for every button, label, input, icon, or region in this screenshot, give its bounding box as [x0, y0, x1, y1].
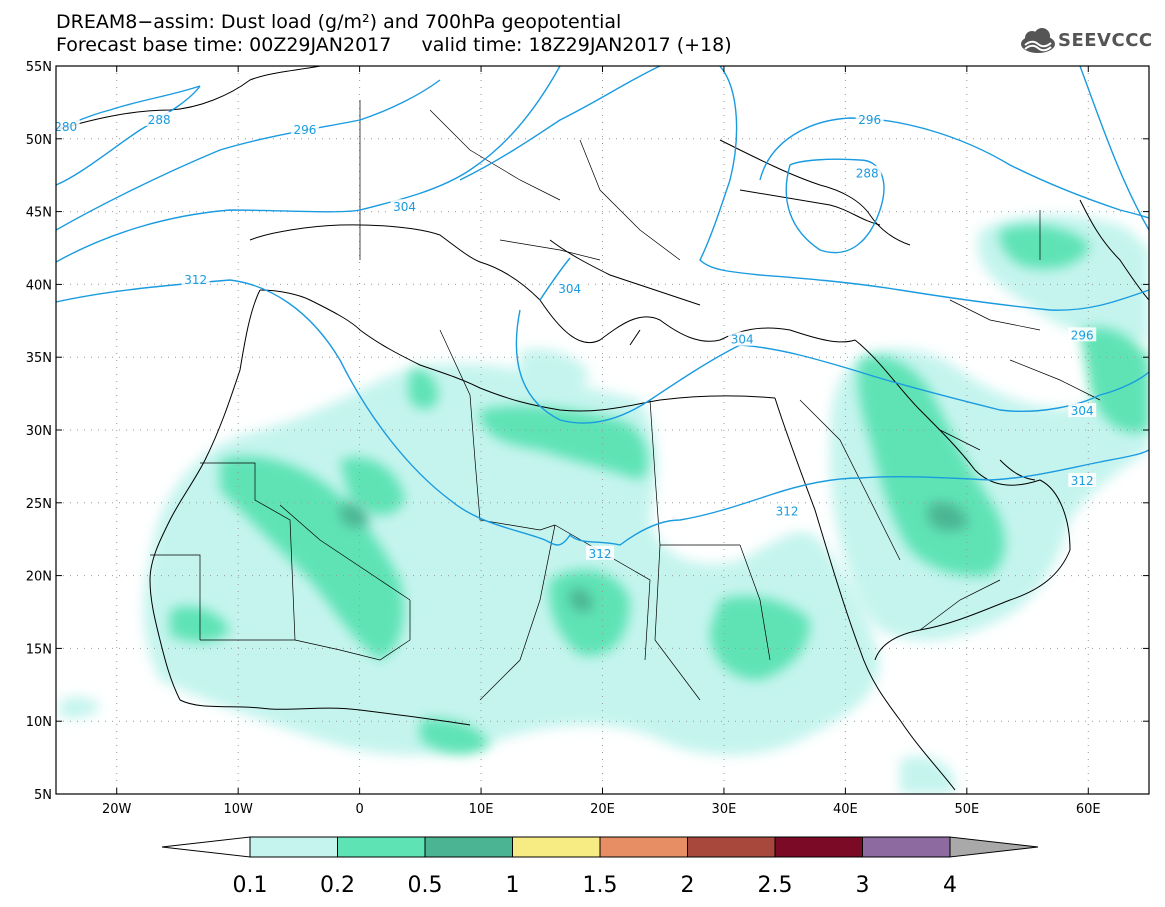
- contour-label-bg: [773, 503, 802, 518]
- contour-label: 312: [589, 547, 612, 561]
- coastlines: [56, 66, 1149, 791]
- lat-tick-label: 30N: [26, 424, 52, 439]
- colorbar-box: [337, 836, 426, 858]
- colorbar-label: 0.1: [233, 873, 268, 898]
- lat-tick-label: 50N: [26, 133, 52, 148]
- geopotential-contours: [56, 66, 1149, 546]
- contour-label: 312: [1071, 474, 1094, 488]
- axis-tick-labels: 20W 10W 0 10E 20E 30E 40E 50E 60E 55N 50N 45N 40N 35N…: [26, 60, 1101, 817]
- lat-tick-label: 25N: [26, 497, 52, 512]
- contour-label: 304: [558, 282, 581, 296]
- colorbar-label: 3: [856, 873, 870, 898]
- contour-label: 280: [54, 120, 77, 134]
- lon-tick-label: 20W: [102, 802, 132, 817]
- lon-tick-label: 10W: [223, 802, 253, 817]
- contour-label-bg: [145, 111, 174, 126]
- contour-label: 288: [856, 167, 879, 181]
- contour-label: 312: [184, 273, 207, 287]
- contour-label: 304: [1071, 404, 1094, 418]
- contour-label: 304: [731, 333, 754, 347]
- lon-tick-label: 20E: [590, 802, 615, 817]
- lon-tick-label: 50E: [954, 802, 979, 817]
- graticule: [56, 66, 1149, 794]
- contour-label: 296: [1071, 328, 1094, 342]
- colorbar-box: [249, 836, 338, 858]
- colorbar-label: 1.5: [583, 873, 618, 898]
- lat-tick-label: 55N: [26, 60, 52, 75]
- colorbar: 0.1 0.2 0.5 1 1.5 2 2.5 3 4: [161, 836, 1039, 898]
- colorbar-under-triangle: [161, 836, 251, 858]
- contour-label-bg: [290, 122, 319, 137]
- lat-tick-label: 15N: [26, 642, 52, 657]
- seevccc-logo: SEEVCCC: [1018, 27, 1158, 57]
- contour-label-bg: [181, 272, 210, 287]
- contour-label-bg: [853, 165, 882, 180]
- lat-tick-label: 35N: [26, 351, 52, 366]
- axis-ticks: [56, 65, 1149, 795]
- contour-labels: 280 288 296 304 312 304 304 296 288 296 304 312 312 3…: [54, 111, 1097, 561]
- contour-label-bg: [1068, 472, 1097, 487]
- colorbar-box: [599, 836, 688, 858]
- colorbar-label: 4: [943, 873, 957, 898]
- colorbar-box: [774, 836, 863, 858]
- contour-label: 296: [294, 123, 317, 137]
- contour-label-bg: [855, 111, 884, 126]
- colorbar-box: [862, 836, 951, 858]
- map-subtitle: Forecast base time: 00Z29JAN2017 valid t…: [56, 34, 732, 56]
- contour-label-bg: [56, 119, 80, 134]
- contour-label: 288: [148, 113, 171, 127]
- lon-tick-label: 0: [355, 802, 363, 817]
- lat-tick-label: 5N: [34, 788, 52, 803]
- map-title: DREAM8−assim: Dust load (g/m²) and 700hP…: [56, 11, 622, 33]
- lat-tick-label: 10N: [26, 715, 52, 730]
- colorbar-label: 0.2: [320, 873, 355, 898]
- dust-high-area: [340, 502, 968, 612]
- lat-tick-label: 45N: [26, 206, 52, 221]
- colorbar-box: [512, 836, 601, 858]
- colorbar-box: [424, 836, 513, 858]
- logo-text: SEEVCCC: [1058, 30, 1153, 51]
- contour-label: 312: [776, 505, 799, 519]
- contour-label-bg: [586, 545, 615, 560]
- contour-label-bg: [728, 331, 757, 346]
- dust-load-field: [60, 215, 1149, 794]
- lat-tick-label: 20N: [26, 570, 52, 585]
- colorbar-label: 1: [506, 873, 520, 898]
- contour-label-bg: [555, 280, 584, 295]
- country-borders: [150, 100, 1101, 701]
- dust-medium-area: [170, 225, 1149, 755]
- colorbar-over-triangle: [949, 836, 1039, 858]
- colorbar-box: [687, 836, 776, 858]
- contour-label-bg: [1068, 403, 1097, 418]
- cloud-icon: [1021, 28, 1055, 53]
- lon-tick-label: 10E: [469, 802, 494, 817]
- contour-label-bg: [1068, 327, 1097, 342]
- lat-tick-label: 40N: [26, 278, 52, 293]
- lon-tick-label: 60E: [1076, 802, 1101, 817]
- contour-label-bg: [390, 199, 419, 214]
- lon-tick-label: 40E: [833, 802, 858, 817]
- colorbar-label: 0.5: [408, 873, 443, 898]
- lon-tick-label: 30E: [712, 802, 737, 817]
- colorbar-label: 2: [681, 873, 695, 898]
- colorbar-label: 2.5: [758, 873, 793, 898]
- contour-label: 296: [858, 113, 881, 127]
- contour-label: 304: [393, 200, 416, 214]
